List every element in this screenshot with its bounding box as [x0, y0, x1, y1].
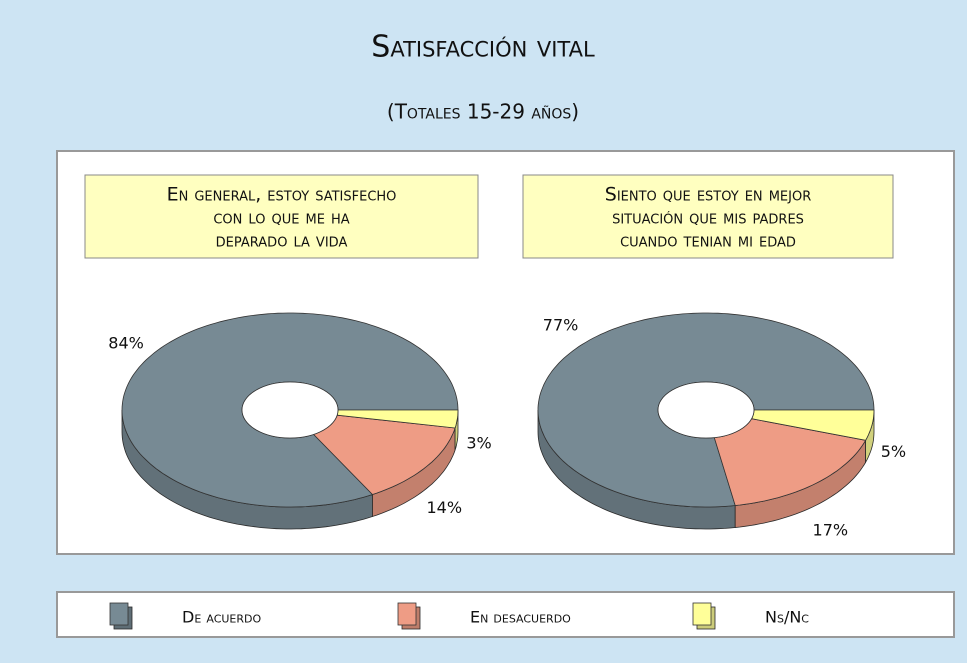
- data-label: 17%: [813, 520, 849, 539]
- chart-label-box: [522, 174, 894, 259]
- chart-label: Siento que estoy en mejor: [605, 184, 811, 206]
- legend-label: De acuerdo: [182, 608, 261, 627]
- chart-label-box: [84, 174, 479, 259]
- legend-label: Ns/Nc: [765, 608, 809, 627]
- chart-label: deparado la vida: [216, 230, 348, 252]
- chart-label: situación que mis padres: [612, 207, 804, 229]
- data-label: 14%: [426, 498, 462, 517]
- legend-label: En desacuerdo: [470, 608, 571, 627]
- donut-hole: [241, 381, 339, 439]
- data-label: 77%: [543, 315, 579, 334]
- chart-title: Satisfacción vital: [371, 30, 595, 65]
- legend-box: [56, 591, 955, 638]
- data-label: 84%: [108, 333, 144, 352]
- donut-hole: [657, 381, 755, 439]
- legend-swatch: [692, 602, 712, 626]
- chart-label: En general, estoy satisfecho: [167, 184, 397, 206]
- chart-label: con lo que me ha: [213, 207, 349, 229]
- chart-label: cuando tenian mi edad: [620, 230, 796, 252]
- legend-swatch: [397, 602, 417, 626]
- legend-swatch: [109, 602, 129, 626]
- data-label: 3%: [466, 434, 491, 453]
- chart-subtitle: (Totales 15-29 años): [387, 100, 579, 124]
- data-label: 5%: [881, 442, 906, 461]
